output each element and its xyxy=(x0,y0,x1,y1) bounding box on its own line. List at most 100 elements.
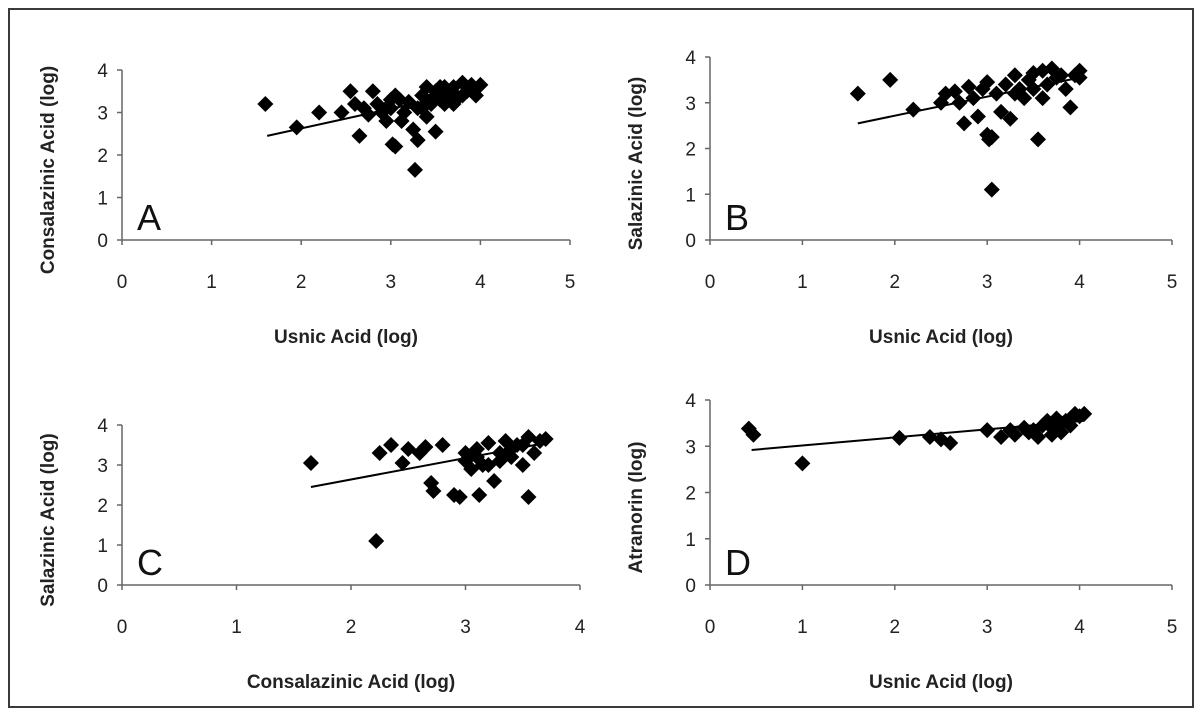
data-point xyxy=(311,104,328,121)
y-axis-label: Consalazinic Acid (log) xyxy=(38,66,59,274)
y-tick-label: 0 xyxy=(685,576,696,597)
x-tick-label: 3 xyxy=(982,617,993,638)
y-tick-label: 1 xyxy=(97,536,108,557)
data-point xyxy=(288,119,305,136)
data-point xyxy=(997,76,1014,93)
data-point xyxy=(425,483,442,499)
data-point xyxy=(1076,405,1093,422)
x-axis-label: Usnic Acid (log) xyxy=(869,672,1013,693)
x-tick-label: 4 xyxy=(1074,272,1085,293)
data-point xyxy=(1030,429,1047,445)
data-point xyxy=(1053,424,1070,441)
data-point xyxy=(849,85,866,102)
panel-d: 0 1 2 3 4 0 1 2 3 4 5 Usnic Acid (log) Atranorin (lo… xyxy=(626,391,1177,693)
data-point xyxy=(394,455,411,471)
data-point xyxy=(463,81,480,98)
y-tick-label: 0 xyxy=(97,231,108,252)
x-tick-label: 2 xyxy=(346,617,357,638)
data-point xyxy=(383,437,400,453)
x-tick-label: 2 xyxy=(890,617,901,638)
y-tick-label: 2 xyxy=(685,484,696,505)
data-point xyxy=(471,487,488,503)
data-point xyxy=(387,138,404,155)
data-point xyxy=(983,181,1000,198)
data-point xyxy=(491,453,508,469)
x-axis-label: Consalazinic Acid (log) xyxy=(247,672,455,693)
data-point xyxy=(1002,110,1019,127)
data-point xyxy=(257,96,274,112)
y-tick-label: 3 xyxy=(685,94,696,115)
data-point xyxy=(965,90,982,107)
x-tick-label: 0 xyxy=(705,617,716,638)
x-axis-label: Usnic Acid (log) xyxy=(274,327,418,348)
trend-line xyxy=(266,88,481,137)
data-point xyxy=(371,445,388,461)
data-point xyxy=(1006,67,1023,84)
panel-b: 0 1 2 3 4 0 1 2 3 4 5 Usnic Acid (log) Salazinic Aci… xyxy=(626,48,1177,348)
x-tick-label: 0 xyxy=(705,272,716,293)
y-tick-label: 2 xyxy=(97,496,108,517)
data-point xyxy=(342,83,359,100)
panel-letter: D xyxy=(725,542,751,583)
x-tick-label: 4 xyxy=(475,272,486,293)
data-point xyxy=(969,108,986,125)
y-tick-label: 1 xyxy=(685,185,696,206)
x-tick-label: 1 xyxy=(797,272,808,293)
trend-line xyxy=(310,442,546,488)
y-tick-label: 3 xyxy=(97,456,108,477)
data-point xyxy=(480,435,497,451)
data-point xyxy=(946,83,963,100)
y-tick-label: 4 xyxy=(97,416,108,437)
data-point xyxy=(1062,99,1079,116)
x-tick-label: 3 xyxy=(386,272,397,293)
data-point xyxy=(905,101,922,118)
data-point xyxy=(956,115,973,132)
data-point xyxy=(514,457,531,473)
data-point xyxy=(1034,90,1051,107)
trend-line xyxy=(857,76,1080,125)
data-point xyxy=(1030,131,1047,148)
data-point xyxy=(1053,67,1070,84)
data-point xyxy=(406,161,423,178)
y-tick-label: 2 xyxy=(685,140,696,161)
x-tick-label: 1 xyxy=(797,617,808,638)
y-tick-label: 3 xyxy=(685,437,696,458)
data-point xyxy=(1071,62,1088,79)
data-point xyxy=(1016,90,1033,107)
x-tick-label: 3 xyxy=(460,617,471,638)
data-point xyxy=(409,132,426,149)
data-point xyxy=(526,445,543,461)
x-tick-label: 1 xyxy=(206,272,217,293)
data-point xyxy=(333,104,350,121)
x-tick-label: 3 xyxy=(982,272,993,293)
data-point xyxy=(302,455,319,471)
x-tick-label: 4 xyxy=(575,617,586,638)
data-point xyxy=(451,489,468,505)
x-axis-label: Usnic Acid (log) xyxy=(869,327,1013,348)
y-tick-label: 0 xyxy=(97,576,108,597)
y-tick-label: 4 xyxy=(97,61,108,82)
y-tick-label: 4 xyxy=(685,48,696,69)
y-axis-label: Salazinic Acid (log) xyxy=(626,77,647,251)
data-point xyxy=(1025,81,1042,98)
panel-a: 0 1 2 3 4 0 1 2 3 4 5 Usnic Acid (log) Consalazinic … xyxy=(38,61,575,348)
y-axis-label: Atranorin (log) xyxy=(626,442,647,574)
x-tick-label: 0 xyxy=(117,617,128,638)
data-point xyxy=(993,103,1010,120)
y-tick-label: 0 xyxy=(685,231,696,252)
y-tick-label: 2 xyxy=(97,146,108,167)
data-point xyxy=(434,437,451,453)
x-tick-label: 5 xyxy=(565,272,576,293)
data-point xyxy=(445,96,462,112)
panel-letter: B xyxy=(725,197,749,238)
data-point xyxy=(427,123,444,140)
data-point xyxy=(942,435,959,452)
data-point xyxy=(432,79,449,95)
data-point xyxy=(960,78,977,95)
x-tick-label: 5 xyxy=(1167,617,1178,638)
data-point xyxy=(436,96,453,112)
data-point xyxy=(882,71,899,88)
data-point xyxy=(745,426,762,443)
data-point xyxy=(368,533,385,549)
